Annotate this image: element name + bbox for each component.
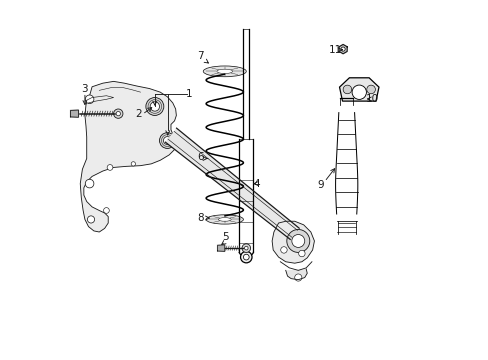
Text: 6: 6: [197, 152, 203, 162]
Polygon shape: [80, 81, 176, 232]
Ellipse shape: [206, 215, 243, 224]
Circle shape: [145, 98, 163, 116]
Circle shape: [243, 254, 249, 260]
Text: 9: 9: [317, 180, 323, 190]
Text: 3: 3: [81, 84, 88, 94]
Circle shape: [240, 251, 251, 263]
Ellipse shape: [218, 218, 231, 221]
Ellipse shape: [203, 66, 246, 77]
Circle shape: [280, 247, 286, 253]
Circle shape: [131, 162, 135, 166]
Circle shape: [340, 47, 345, 51]
Circle shape: [294, 274, 301, 281]
Polygon shape: [271, 221, 314, 263]
Circle shape: [163, 136, 171, 144]
Polygon shape: [338, 44, 346, 54]
Polygon shape: [70, 110, 78, 117]
Circle shape: [107, 165, 113, 170]
Circle shape: [242, 244, 250, 252]
Circle shape: [85, 179, 94, 188]
Circle shape: [87, 216, 94, 223]
Text: 2: 2: [135, 109, 142, 120]
Circle shape: [343, 85, 351, 94]
Circle shape: [113, 109, 122, 118]
Text: 1: 1: [185, 89, 192, 99]
Polygon shape: [285, 269, 306, 280]
Text: 10: 10: [365, 94, 378, 104]
Text: 7: 7: [197, 51, 203, 61]
Circle shape: [298, 250, 305, 257]
Circle shape: [291, 234, 304, 247]
Text: 5: 5: [222, 232, 228, 242]
Circle shape: [244, 246, 247, 250]
Circle shape: [286, 229, 309, 252]
Circle shape: [159, 133, 175, 148]
Circle shape: [351, 85, 366, 99]
Circle shape: [116, 112, 120, 116]
Text: 4: 4: [253, 179, 260, 189]
Ellipse shape: [217, 69, 232, 73]
Circle shape: [103, 208, 109, 213]
Polygon shape: [339, 78, 378, 101]
Polygon shape: [165, 128, 299, 239]
Polygon shape: [217, 245, 224, 251]
Circle shape: [150, 102, 159, 111]
Text: 8: 8: [197, 213, 203, 223]
Circle shape: [366, 85, 375, 94]
Circle shape: [85, 95, 94, 104]
Text: 11: 11: [328, 45, 341, 55]
